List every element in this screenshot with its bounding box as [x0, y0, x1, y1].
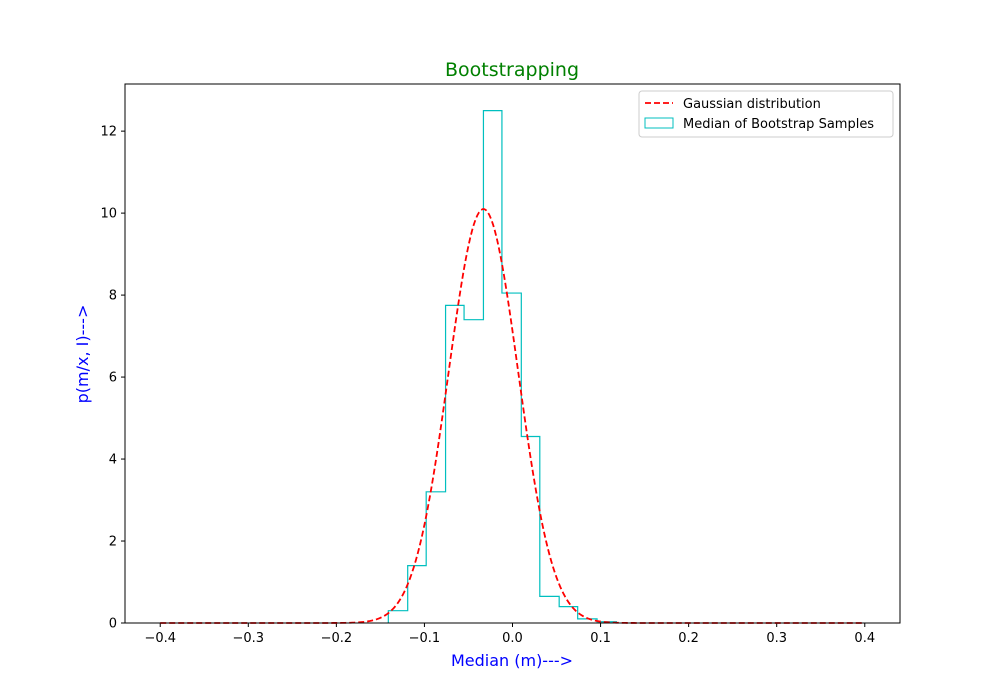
x-tick-label: 0.3	[766, 631, 787, 646]
legend: Gaussian distribution Median of Bootstra…	[638, 90, 894, 138]
y-tick-label: 12	[100, 125, 117, 140]
y-tick-label: 8	[109, 289, 117, 304]
legend-swatch-histogram	[644, 117, 674, 129]
y-tick-label: 6	[109, 371, 117, 386]
plot-frame	[124, 83, 901, 624]
x-tick-label: −0.1	[409, 631, 441, 646]
legend-label-histogram: Median of Bootstrap Samples	[683, 117, 874, 132]
x-axis: −0.4 −0.3 −0.2 −0.1 0.0 0.1 0.2 0.3 0.4	[144, 623, 875, 646]
legend-label-gaussian: Gaussian distribution	[683, 97, 821, 112]
plot-area	[125, 84, 900, 623]
y-tick-label: 0	[109, 617, 117, 632]
y-tick-label: 10	[100, 207, 117, 222]
x-axis-label: Median (m)--->	[451, 651, 573, 670]
x-tick-label: −0.2	[321, 631, 353, 646]
histogram-step	[387, 110, 618, 623]
x-tick-label: −0.4	[144, 631, 176, 646]
chart-title: Bootstrapping	[445, 59, 579, 81]
x-tick-label: 0.1	[590, 631, 611, 646]
x-tick-label: 0.2	[678, 631, 699, 646]
y-tick-label: 4	[109, 453, 117, 468]
x-tick-label: 0.0	[502, 631, 523, 646]
x-tick-label: 0.4	[854, 631, 875, 646]
legend-box	[638, 90, 894, 138]
y-axis: 0 2 4 6 8 10 12	[100, 125, 125, 632]
x-tick-label: −0.3	[233, 631, 265, 646]
y-axis-label: p(m/x, I)--->	[73, 305, 92, 404]
y-tick-label: 2	[109, 535, 117, 550]
